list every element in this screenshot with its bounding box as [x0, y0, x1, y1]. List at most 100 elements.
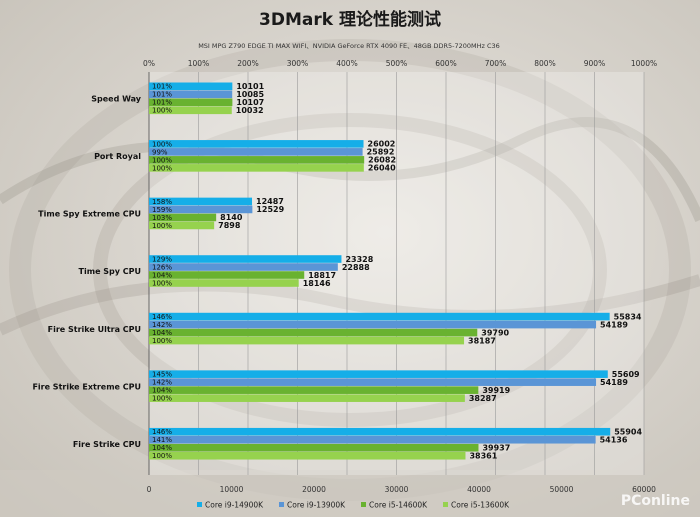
value-label: 8140	[220, 213, 243, 222]
category-label: Time Spy CPU	[79, 267, 141, 276]
value-label: 54189	[600, 378, 628, 387]
value-label: 39790	[481, 328, 509, 337]
bar	[149, 140, 364, 148]
percent-label: 126%	[152, 263, 172, 271]
value-label: 39937	[482, 444, 510, 453]
value-label: 12487	[256, 197, 284, 206]
percent-label: 99%	[152, 148, 168, 156]
top-tick-label: 600%	[435, 59, 456, 68]
percent-label: 101%	[152, 83, 172, 91]
bar	[149, 336, 465, 345]
percent-label: 158%	[152, 198, 172, 206]
legend-swatch	[197, 502, 202, 507]
legend-swatch	[361, 502, 366, 507]
percent-label: 100%	[152, 279, 172, 287]
percent-label: 100%	[152, 395, 172, 403]
bar	[149, 263, 338, 271]
top-tick-label: 400%	[336, 59, 357, 68]
value-label: 23328	[345, 255, 373, 264]
top-tick-label: 1000%	[631, 59, 657, 68]
percent-label: 159%	[152, 206, 172, 214]
category-label: Speed Way	[91, 95, 142, 104]
percent-label: 104%	[152, 387, 172, 395]
value-label: 10107	[236, 98, 264, 107]
percent-label: 141%	[152, 436, 172, 444]
bar	[149, 271, 305, 279]
value-label: 55904	[614, 428, 642, 437]
category-label: Fire Strike Ultra CPU	[48, 325, 141, 334]
value-label: 55609	[612, 370, 640, 379]
value-label: 18146	[303, 279, 331, 288]
bar	[149, 328, 478, 337]
top-tick-label: 100%	[188, 59, 209, 68]
top-tick-label: 800%	[534, 59, 555, 68]
top-axis-ticks: 0% 100% 200% 300% 400% 500% 600% 700% 800% 900% 10…	[143, 59, 657, 68]
value-label: 18817	[308, 271, 336, 280]
bar	[149, 164, 364, 172]
percent-label: 142%	[152, 379, 172, 387]
value-label: 54189	[600, 320, 628, 329]
value-label: 10032	[236, 106, 264, 115]
chart-title: 3DMark 理论性能测试	[259, 9, 441, 30]
value-label: 38287	[469, 394, 497, 403]
legend-swatch	[279, 502, 284, 507]
bar	[149, 205, 253, 214]
value-label: 38187	[468, 336, 496, 345]
legend: Core i9-14900K Core i9-13900K Core i5-1460…	[197, 501, 510, 510]
bar	[149, 435, 596, 444]
bottom-axis-ticks: 0 10000 20000 30000 40000 50000 60000	[147, 485, 657, 494]
percent-label: 104%	[152, 444, 172, 452]
bar	[149, 279, 299, 287]
chart-subtitle: MSI MPG Z790 EDGE TI MAX WIFI、NVIDIA GeF…	[198, 42, 500, 50]
bar	[149, 213, 217, 222]
percent-label: 146%	[152, 428, 172, 436]
top-tick-label: 900%	[584, 59, 605, 68]
category-label: Fire Strike CPU	[73, 440, 141, 449]
bar	[149, 82, 233, 91]
bar	[149, 386, 479, 394]
value-label: 25892	[367, 148, 395, 157]
percent-label: 100%	[152, 222, 172, 230]
value-label: 38361	[469, 452, 497, 461]
watermark: PConline	[621, 493, 690, 509]
x-tick-label: 30000	[385, 485, 409, 494]
legend-swatch	[443, 502, 448, 507]
bar	[149, 255, 342, 263]
top-tick-label: 300%	[287, 59, 308, 68]
bar	[149, 197, 253, 206]
value-label: 39919	[482, 386, 510, 395]
x-tick-label: 0	[147, 485, 152, 494]
percent-label: 103%	[152, 214, 172, 222]
bar	[149, 378, 597, 386]
percent-label: 100%	[152, 164, 172, 172]
x-tick-label: 60000	[632, 485, 656, 494]
bar	[149, 90, 233, 99]
percent-label: 101%	[152, 91, 172, 99]
bars: 101% 10101 101% 10085 101% 10107 100% 10032 100%…	[149, 82, 642, 461]
x-tick-label: 50000	[550, 485, 574, 494]
legend-label: Core i9-13900K	[287, 501, 346, 510]
value-label: 26002	[368, 140, 396, 149]
value-label: 10085	[236, 90, 264, 99]
bar	[149, 156, 365, 164]
category-label: Time Spy Extreme CPU	[38, 210, 141, 219]
category-label: Port Royal	[94, 152, 141, 161]
bar	[149, 443, 479, 452]
legend-label: Core i9-14900K	[205, 501, 264, 510]
bar	[149, 312, 610, 321]
bar	[149, 427, 611, 436]
bar	[149, 451, 466, 460]
gridlines	[148, 72, 645, 475]
legend-label: Core i5-14600K	[369, 501, 428, 510]
percent-label: 104%	[152, 271, 172, 279]
percent-label: 101%	[152, 99, 172, 107]
bar	[149, 98, 233, 107]
value-label: 12529	[256, 205, 284, 214]
category-label: Fire Strike Extreme CPU	[32, 382, 141, 391]
top-tick-label: 0%	[143, 59, 155, 68]
category-labels: Speed Way Port Royal Time Spy Extreme CPU T…	[32, 95, 141, 449]
value-label: 22888	[342, 263, 370, 272]
percent-label: 100%	[152, 107, 172, 115]
value-label: 55834	[614, 312, 642, 321]
